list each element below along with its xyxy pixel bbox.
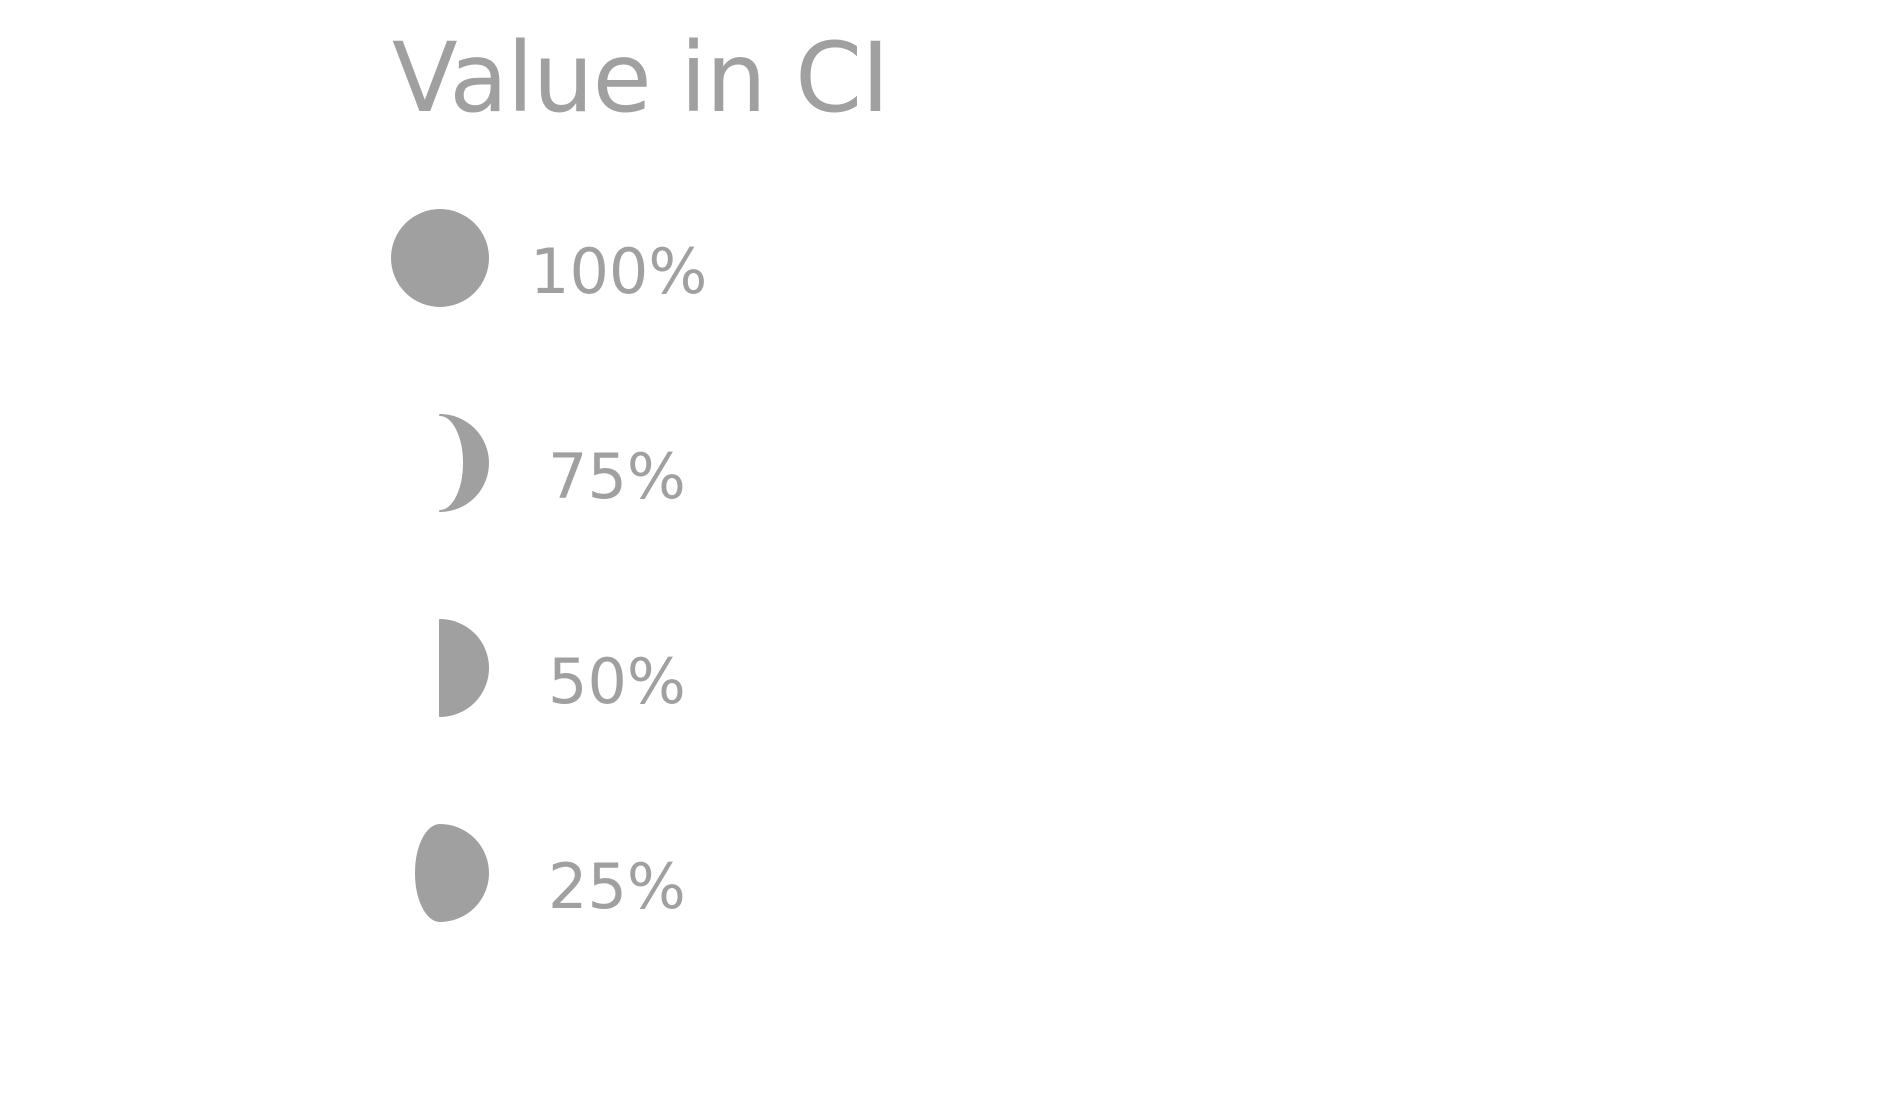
legend-row-50: 50% <box>392 619 792 740</box>
legend-symbol-75 <box>439 414 489 512</box>
legend-row-75: 75% <box>392 414 792 535</box>
legend-mark-100 <box>391 209 489 307</box>
legend-row-100: 100% <box>391 209 792 330</box>
legend-mark-75 <box>439 414 489 512</box>
legend-label-50: 50% <box>548 645 686 718</box>
ci-legend: Value in CI 100% 75% 50% 25% <box>391 22 952 950</box>
legend-symbol-100 <box>391 209 489 307</box>
legend-label-75: 75% <box>548 440 686 513</box>
legend-mark-50 <box>439 619 489 717</box>
legend-title: Value in CI <box>392 22 890 134</box>
legend-label-100: 100% <box>530 235 708 308</box>
legend-symbol-25 <box>415 824 489 922</box>
legend-label-25: 25% <box>548 850 686 923</box>
legend-mark-25 <box>415 824 489 922</box>
legend-row-25: 25% <box>392 824 792 945</box>
legend-symbol-50 <box>439 619 489 717</box>
